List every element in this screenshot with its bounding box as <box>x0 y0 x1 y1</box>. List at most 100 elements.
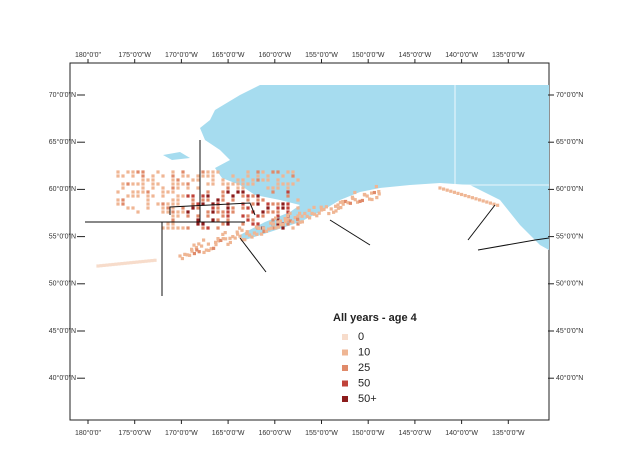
survey-point <box>266 178 270 182</box>
survey-point <box>171 202 175 206</box>
legend-label: 10 <box>358 346 370 358</box>
survey-point <box>228 240 232 245</box>
survey-point <box>226 190 230 194</box>
survey-point <box>238 226 242 230</box>
survey-point <box>202 250 206 255</box>
survey-point <box>353 198 357 202</box>
legend-label: 0 <box>358 331 364 343</box>
survey-point <box>241 202 245 206</box>
survey-point <box>363 193 367 197</box>
survey-point <box>171 222 175 226</box>
survey-point <box>166 210 170 214</box>
survey-point <box>196 206 200 210</box>
lon-label: 175°0'0"W <box>118 51 151 59</box>
survey-point <box>243 238 247 242</box>
survey-point <box>156 182 160 186</box>
survey-point <box>370 197 374 202</box>
survey-point <box>241 214 245 218</box>
survey-point <box>151 194 155 198</box>
survey-point <box>327 211 331 216</box>
survey-point <box>246 218 250 222</box>
survey-point <box>296 198 300 202</box>
survey-point <box>320 208 324 212</box>
survey-point <box>201 202 205 206</box>
lon-label: 160°0'0"W <box>258 51 291 59</box>
survey-point <box>183 252 187 256</box>
survey-point <box>281 182 285 186</box>
survey-point <box>178 254 182 258</box>
survey-point <box>236 190 240 194</box>
survey-point <box>196 174 200 178</box>
survey-point <box>276 210 280 214</box>
survey-point <box>481 199 485 203</box>
survey-point <box>181 226 185 230</box>
survey-point <box>271 190 275 194</box>
survey-point <box>296 217 300 221</box>
survey-point <box>329 207 333 211</box>
survey-point <box>136 182 140 186</box>
survey-point <box>305 214 309 218</box>
survey-point <box>171 214 175 218</box>
lon-label: 165°0'0"W <box>212 429 245 437</box>
survey-point <box>370 191 374 195</box>
survey-point <box>286 182 290 186</box>
survey-point <box>181 194 185 198</box>
survey-point <box>206 226 210 230</box>
survey-point <box>176 198 180 202</box>
survey-point <box>226 218 230 222</box>
survey-point <box>181 170 185 174</box>
survey-point <box>336 206 340 210</box>
survey-point <box>496 203 500 207</box>
survey-point <box>271 202 275 206</box>
survey-point <box>231 174 235 178</box>
survey-point <box>171 174 175 178</box>
survey-point <box>191 206 195 210</box>
survey-point <box>151 174 155 178</box>
survey-point <box>372 190 376 195</box>
survey-point <box>276 214 280 218</box>
survey-point <box>221 178 225 182</box>
survey-point <box>266 186 270 190</box>
survey-point <box>377 189 381 194</box>
survey-point <box>136 194 140 198</box>
survey-point <box>131 182 135 186</box>
survey-point <box>456 191 460 195</box>
survey-point <box>231 206 235 210</box>
survey-point <box>151 182 155 186</box>
survey-point <box>131 206 135 210</box>
survey-point <box>141 178 145 182</box>
survey-point <box>286 206 290 210</box>
survey-point <box>216 198 220 202</box>
survey-point <box>360 198 364 203</box>
survey-point <box>291 174 295 178</box>
lon-label: 150°0'0"W <box>352 429 385 437</box>
survey-point <box>271 170 275 174</box>
survey-point <box>171 206 175 210</box>
survey-point <box>117 262 121 266</box>
survey-point <box>116 170 120 174</box>
survey-point <box>274 216 278 220</box>
survey-point <box>281 226 285 230</box>
survey-point <box>288 211 292 215</box>
survey-point <box>181 210 185 214</box>
survey-point <box>181 174 185 178</box>
survey-point <box>214 243 218 247</box>
survey-point <box>206 242 210 246</box>
survey-point <box>129 261 133 265</box>
survey-point <box>266 206 270 210</box>
legend-label: 50 <box>358 377 370 389</box>
survey-point <box>254 225 258 229</box>
legend-swatch <box>342 365 348 371</box>
survey-point <box>144 259 148 263</box>
survey-point <box>341 199 345 204</box>
survey-point <box>191 178 195 182</box>
survey-point <box>235 230 239 234</box>
island <box>163 152 190 160</box>
survey-point <box>216 206 220 210</box>
survey-point <box>126 261 130 265</box>
survey-point <box>196 178 200 182</box>
lon-label: 150°0'0"W <box>352 51 385 59</box>
survey-point <box>281 206 285 210</box>
survey-point <box>206 170 210 174</box>
survey-point <box>176 194 180 198</box>
